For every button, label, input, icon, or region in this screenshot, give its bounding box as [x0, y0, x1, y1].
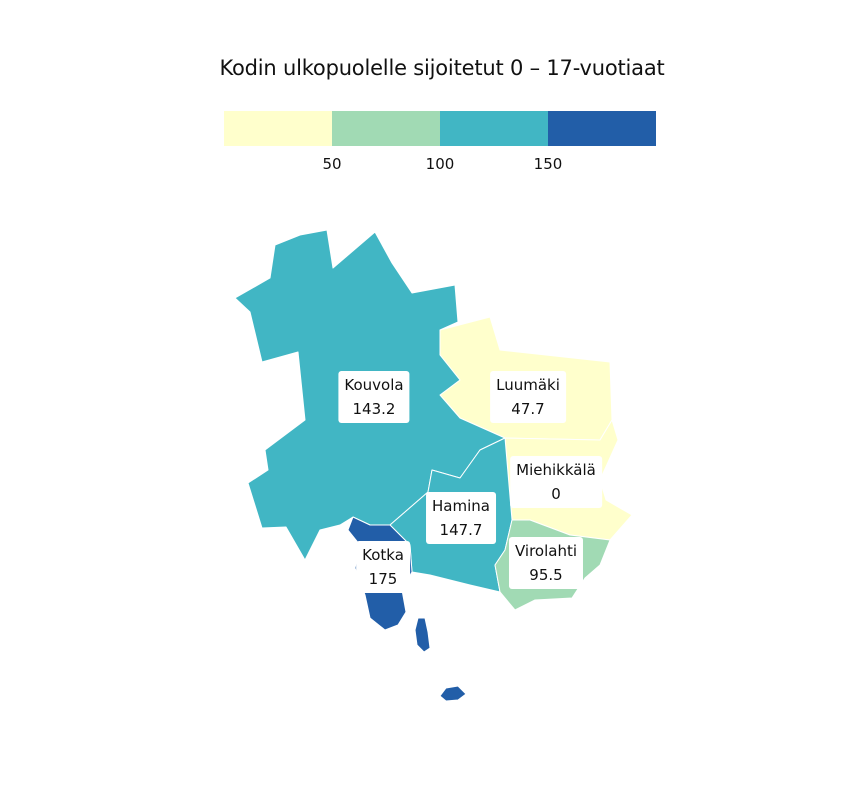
region-value: 47.7	[511, 400, 545, 418]
map-title: Kodin ulkopuolelle sijoitetut 0 – 17-vuo…	[219, 56, 665, 80]
legend-tick: 150	[533, 155, 563, 173]
region-label-miehikkala: Miehikkälä 0	[510, 456, 602, 508]
legend-tick: 100	[425, 155, 455, 173]
region-label-luumaki: Luumäki 47.7	[490, 371, 566, 423]
region-name: Kouvola	[344, 376, 404, 394]
legend-swatch-4	[548, 111, 656, 146]
region-value: 175	[368, 570, 398, 588]
legend-ticks: 50 100 150	[224, 155, 656, 175]
region-kotka-island[interactable]	[439, 685, 467, 702]
region-name: Luumäki	[496, 376, 560, 394]
region-value: 0	[551, 485, 561, 503]
region-value: 143.2	[352, 400, 396, 418]
region-label-hamina: Hamina 147.7	[426, 492, 496, 544]
region-label-kotka: Kotka 175	[356, 541, 410, 593]
region-label-virolahti: Virolahti 95.5	[508, 537, 584, 589]
region-value: 147.7	[439, 521, 483, 539]
region-name: Virolahti	[514, 542, 578, 560]
color-legend	[224, 111, 656, 146]
legend-swatch-1	[224, 111, 332, 146]
region-name: Hamina	[432, 497, 490, 515]
region-name: Miehikkälä	[516, 461, 596, 479]
region-name: Kotka	[362, 546, 404, 564]
region-label-kouvola: Kouvola 143.2	[338, 371, 410, 423]
region-kotka-island[interactable]	[414, 617, 431, 653]
legend-swatch-3	[440, 111, 548, 146]
legend-tick: 50	[322, 155, 342, 173]
region-value: 95.5	[529, 566, 563, 584]
legend-swatch-2	[332, 111, 440, 146]
